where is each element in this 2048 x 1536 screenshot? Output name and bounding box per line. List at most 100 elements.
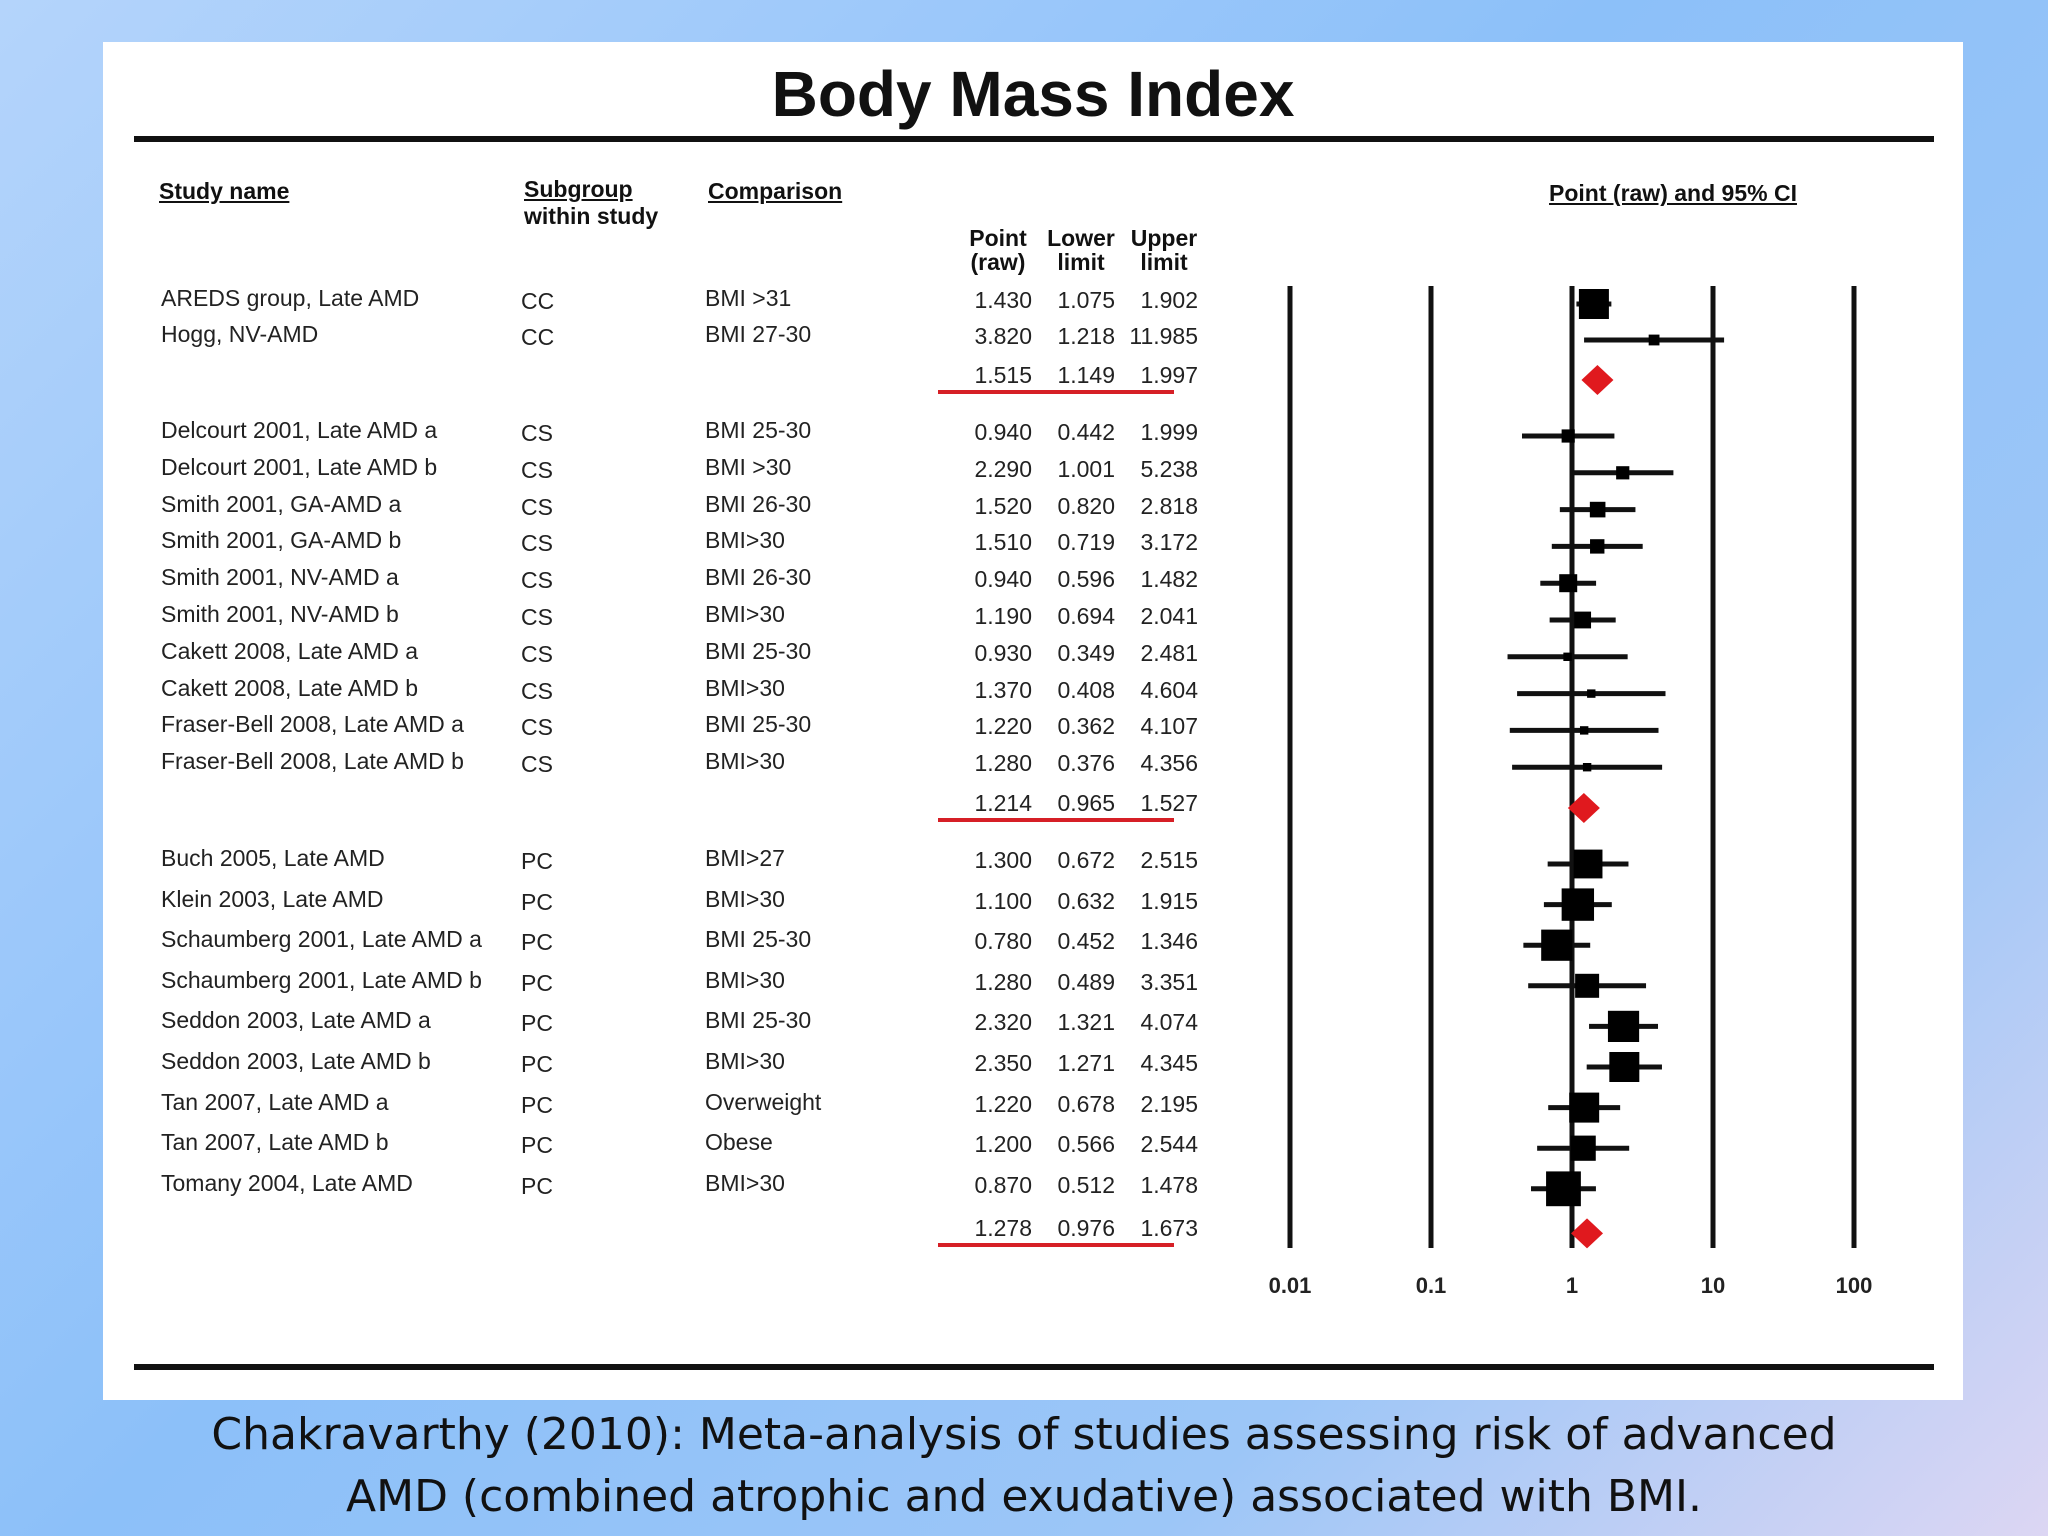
study-name: Delcourt 2001, Late AMD a (161, 417, 438, 443)
header-subgroup-2: within study (524, 203, 659, 229)
point-value: 1.190 (974, 603, 1032, 629)
point-marker (1589, 501, 1606, 518)
study-name: AREDS group, Late AMD (161, 285, 420, 311)
point-value: 0.940 (974, 419, 1032, 445)
lower-value: 1.001 (1057, 455, 1115, 482)
study-name: Hogg, NV-AMD (161, 321, 319, 347)
subgroup: CS (521, 751, 553, 778)
lower-value: 0.694 (1057, 603, 1115, 629)
upper-value: 2.195 (1140, 1090, 1198, 1117)
upper-value: 4.074 (1140, 1009, 1198, 1036)
point-value: 1.100 (974, 887, 1032, 914)
study-name: Cakett 2008, Late AMD a (161, 637, 418, 664)
point-marker (1579, 726, 1589, 735)
subgroup: PC (521, 1172, 553, 1199)
comparison: BMI 26-30 (705, 564, 812, 591)
subgroup: CS (521, 456, 553, 483)
lower-value: 0.678 (1057, 1090, 1115, 1117)
subgroup: CS (521, 714, 553, 741)
lower-value: 1.321 (1057, 1009, 1115, 1036)
summary-lower: 0.976 (1057, 1215, 1115, 1242)
point-marker (1575, 973, 1600, 998)
comparison: BMI 25-30 (705, 1007, 812, 1034)
upper-value: 1.478 (1140, 1171, 1198, 1198)
upper-value: 4.345 (1140, 1050, 1198, 1076)
upper-value: 2.818 (1140, 492, 1198, 519)
lower-value: 1.218 (1057, 323, 1115, 349)
lower-value: 1.271 (1057, 1050, 1115, 1076)
upper-value: 2.041 (1140, 603, 1198, 629)
study-name: Tan 2007, Late AMD b (161, 1129, 389, 1156)
lower-value: 1.075 (1057, 287, 1115, 313)
header-subgroup: Subgroup (524, 176, 633, 202)
point-value: 1.510 (974, 529, 1032, 556)
point-marker (1569, 1092, 1600, 1123)
summary-point: 1.214 (974, 790, 1032, 816)
upper-value: 4.356 (1140, 750, 1198, 777)
header-plot: Point (raw) and 95% CI (1549, 180, 1797, 206)
caption: Chakravarthy (2010): Meta-analysis of st… (0, 1404, 2048, 1528)
axis-tick-label: 0.1 (1416, 1273, 1447, 1298)
lower-value: 0.442 (1057, 419, 1115, 445)
lower-value: 0.349 (1057, 639, 1115, 666)
summary-diamond (1567, 793, 1600, 823)
upper-value: 1.915 (1140, 887, 1198, 914)
comparison: BMI>30 (705, 674, 785, 701)
lower-value: 0.820 (1057, 492, 1115, 519)
subgroup: CS (521, 530, 553, 557)
comparison: BMI 25-30 (705, 926, 812, 953)
point-marker (1607, 1010, 1640, 1042)
subgroup: PC (521, 1010, 553, 1037)
subgroup: PC (521, 1091, 553, 1118)
comparison: BMI>30 (705, 885, 785, 912)
point-marker (1574, 611, 1592, 629)
top-rule (134, 136, 1934, 142)
study-name: Smith 2001, GA-AMD b (161, 527, 402, 554)
comparison: Obese (705, 1129, 773, 1156)
upper-value: 4.107 (1140, 713, 1198, 740)
caption-line-2: AMD (combined atrophic and exudative) as… (346, 1471, 1702, 1522)
lower-value: 0.362 (1057, 713, 1115, 740)
upper-value: 1.482 (1140, 566, 1198, 593)
upper-value: 11.985 (1129, 323, 1198, 349)
page-title: Body Mass Index (771, 58, 1295, 130)
lower-value: 0.719 (1057, 529, 1115, 556)
subgroup: CS (521, 567, 553, 594)
study-name: Tomany 2004, Late AMD (161, 1169, 413, 1196)
point-value: 1.520 (974, 492, 1032, 519)
point-marker (1590, 539, 1605, 554)
axis-tick-label: 10 (1701, 1273, 1725, 1298)
point-marker (1561, 888, 1595, 921)
lower-value: 0.376 (1057, 750, 1115, 777)
subgroup: PC (521, 1051, 553, 1077)
upper-value: 1.902 (1140, 287, 1198, 313)
subgroup: CC (521, 288, 555, 314)
upper-value: 1.346 (1140, 928, 1198, 955)
lower-value: 0.566 (1057, 1131, 1115, 1158)
subgroup: CS (521, 420, 553, 446)
subgroup: CS (521, 493, 553, 520)
upper-value: 2.515 (1140, 847, 1198, 873)
summary-lower: 1.149 (1057, 362, 1115, 388)
point-marker (1609, 1052, 1640, 1082)
summary-lower: 0.965 (1057, 790, 1115, 816)
header-upper: Upper (1130, 225, 1198, 251)
point-value: 1.200 (974, 1131, 1032, 1158)
summary-diamond (1571, 1218, 1604, 1249)
study-name: Buch 2005, Late AMD (161, 845, 385, 871)
comparison: BMI>30 (705, 527, 785, 554)
subgroup: PC (521, 848, 553, 874)
study-name: Schaumberg 2001, Late AMD a (161, 926, 482, 953)
comparison: BMI >31 (705, 285, 792, 311)
subgroup: PC (521, 929, 553, 956)
lower-value: 0.632 (1057, 887, 1115, 914)
point-value: 1.280 (974, 968, 1032, 995)
study-name: Fraser-Bell 2008, Late AMD b (161, 748, 464, 775)
point-marker (1573, 849, 1603, 879)
study-name: Klein 2003, Late AMD (161, 885, 384, 912)
point-marker (1561, 429, 1575, 443)
point-value: 2.350 (974, 1050, 1032, 1076)
point-value: 0.930 (974, 639, 1032, 666)
comparison: BMI>30 (705, 601, 785, 627)
summary-underline (938, 818, 1174, 822)
